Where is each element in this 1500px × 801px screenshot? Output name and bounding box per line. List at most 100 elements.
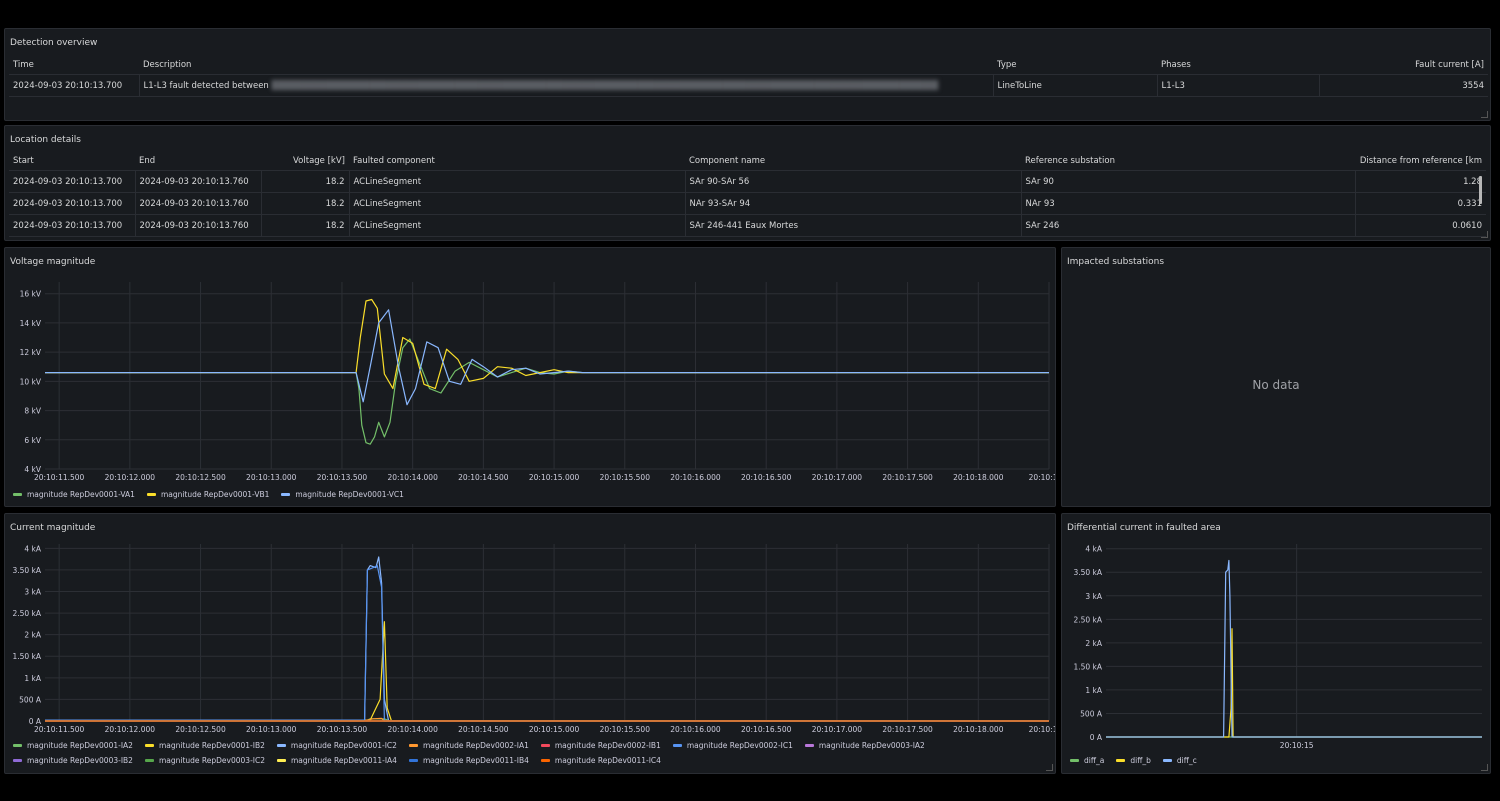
table-row[interactable]: 2024-09-03 20:10:13.700 L1-L3 fault dete… <box>9 74 1488 97</box>
col-start[interactable]: Start <box>9 151 135 171</box>
series-line-1[interactable] <box>1106 628 1482 738</box>
legend-label: magnitude RepDev0002-IA1 <box>422 741 529 750</box>
legend-swatch <box>1162 759 1172 762</box>
panel-title: Impacted substations <box>1067 257 1165 267</box>
col-phases[interactable]: Phases <box>1157 55 1319 75</box>
legend-swatch <box>1070 759 1079 762</box>
legend-label: magnitude RepDev0003-IB2 <box>27 756 133 765</box>
x-tick-label: 20:10:13.500 <box>317 473 368 482</box>
legend-item[interactable]: magnitude RepDev0011-IA4 <box>277 753 397 768</box>
x-tick-label: 20:10:11.500 <box>34 725 85 734</box>
col-distance[interactable]: Distance from reference [km <box>1355 151 1486 171</box>
series-line-1[interactable] <box>45 298 1049 390</box>
voltage-chart[interactable]: 4 kV 6 kV 8 kV 10 kV 12 kV 14 kV 16 kV 20:10:11… <box>5 248 1056 507</box>
table-row[interactable]: 2024-09-03 20:10:13.700 2024-09-03 20:10:… <box>9 192 1486 215</box>
col-reference-substation[interactable]: Reference substation <box>1021 151 1355 171</box>
x-tick-label: 20:10:16.500 <box>741 473 792 482</box>
y-tick-label: 6 kV <box>24 436 41 445</box>
legend-item[interactable]: magnitude RepDev0003-IB2 <box>13 753 133 768</box>
col-type[interactable]: Type <box>993 55 1157 75</box>
detection-overview-panel: Detection overview Time Description Type… <box>4 28 1491 121</box>
x-tick-label: 20:10:17.000 <box>812 473 863 482</box>
cell-reference-substation: SAr 90 <box>1021 170 1356 193</box>
legend-item[interactable]: magnitude RepDev0002-IA1 <box>408 738 529 753</box>
legend-item[interactable]: magnitude RepDev0011-IC4 <box>540 753 661 768</box>
col-end[interactable]: End <box>135 151 261 171</box>
series-line-2[interactable] <box>1106 559 1482 738</box>
cell-end: 2024-09-03 20:10:13.760 <box>135 214 262 237</box>
legend-item[interactable]: diff_b <box>1116 753 1151 768</box>
legend-item[interactable]: magnitude RepDev0001-IA2 <box>13 738 133 753</box>
series-line-5[interactable] <box>45 564 1049 722</box>
series-line-2[interactable] <box>45 309 1049 406</box>
legend-item[interactable]: magnitude RepDev0003-IC2 <box>144 753 265 768</box>
y-tick-label: 0 A <box>1090 733 1103 742</box>
resize-handle[interactable] <box>1481 231 1488 238</box>
legend-item[interactable]: diff_c <box>1162 753 1197 768</box>
y-tick-label: 4 kV <box>24 465 41 474</box>
legend-item[interactable]: magnitude RepDev0001-IB2 <box>144 738 265 753</box>
current-magnitude-panel: Current magnitude 0 A 500 A 1 kA 1.50 kA 2 k… <box>4 513 1056 774</box>
cell-description: L1-L3 fault detected between ███████████… <box>139 74 994 97</box>
x-tick-label: 20:10:18.000 <box>953 725 1004 734</box>
cell-type: LineToLine <box>993 74 1158 97</box>
col-voltage[interactable]: Voltage [kV] <box>261 151 349 171</box>
x-tick-label: 20:10:13.500 <box>317 725 368 734</box>
cell-voltage: 18.2 <box>261 214 350 237</box>
legend-label: magnitude RepDev0001-VC1 <box>295 490 404 499</box>
cell-faulted-component: ACLineSegment <box>349 214 686 237</box>
legend-item[interactable]: magnitude RepDev0001-VA1 <box>13 487 135 502</box>
x-tick-label: 20:10:17.000 <box>812 725 863 734</box>
col-description[interactable]: Description <box>139 55 993 75</box>
table-row[interactable]: 2024-09-03 20:10:13.700 2024-09-03 20:10:… <box>9 170 1486 193</box>
legend-item[interactable]: magnitude RepDev0003-IA2 <box>804 738 925 753</box>
legend-label: magnitude RepDev0001-VB1 <box>160 490 270 499</box>
no-data-message: No data <box>1252 378 1300 392</box>
series-line-1[interactable] <box>45 621 1049 722</box>
description-text: L1-L3 fault detected between <box>143 80 269 91</box>
legend-item[interactable]: magnitude RepDev0001-VC1 <box>281 487 404 502</box>
legend-item[interactable]: magnitude RepDev0001-VB1 <box>146 487 270 502</box>
resize-handle[interactable] <box>1481 111 1488 118</box>
cell-distance: 1.28 <box>1355 170 1486 193</box>
y-tick-label: 3 kA <box>24 587 41 596</box>
cell-time: 2024-09-03 20:10:13.700 <box>9 74 140 97</box>
legend-item[interactable]: diff_a <box>1070 753 1104 768</box>
legend-label: diff_b <box>1130 756 1151 765</box>
differential-chart[interactable]: 0 A 500 A 1 kA 1.50 kA 2 kA 2.50 kA 3 kA 3.50 k… <box>1062 514 1491 774</box>
cell-reference-substation: SAr 246 <box>1021 214 1356 237</box>
table-row[interactable]: 2024-09-03 20:10:13.700 2024-09-03 20:10:… <box>9 214 1486 237</box>
y-tick-label: 14 kV <box>20 319 42 328</box>
col-time[interactable]: Time <box>9 55 139 75</box>
chart-legend: magnitude RepDev0001-VA1 magnitude RepDev… <box>13 487 1043 502</box>
legend-item[interactable]: magnitude RepDev0001-IC2 <box>276 738 397 753</box>
legend-swatch <box>408 759 418 762</box>
x-tick-label: 20:10:16.000 <box>670 725 721 734</box>
x-tick-label: 20:10:11.500 <box>34 473 85 482</box>
x-tick-label: 20:10:18.000 <box>953 473 1004 482</box>
col-fault-current[interactable]: Fault current [A] <box>1319 55 1488 75</box>
series-line-2[interactable] <box>45 556 1049 722</box>
legend-item[interactable]: magnitude RepDev0011-IB4 <box>408 753 529 768</box>
differential-current-panel: Differential current in faulted area 0 A… <box>1061 513 1491 774</box>
resize-handle[interactable] <box>1046 764 1053 771</box>
y-tick-label: 0 A <box>29 717 42 726</box>
current-chart[interactable]: 0 A 500 A 1 kA 1.50 kA 2 kA 2.50 kA 3 kA 3.50 k… <box>5 514 1056 774</box>
x-tick-label: 20:10:14.000 <box>387 725 438 734</box>
cell-reference-substation: NAr 93 <box>1021 192 1356 215</box>
resize-handle[interactable] <box>1481 764 1488 771</box>
legend-item[interactable]: magnitude RepDev0002-IC1 <box>672 738 793 753</box>
x-tick-label: 20:10:16.000 <box>670 473 721 482</box>
legend-swatch <box>13 744 22 747</box>
cell-faulted-component: ACLineSegment <box>349 192 686 215</box>
legend-swatch <box>13 493 22 496</box>
legend-item[interactable]: magnitude RepDev0002-IB1 <box>540 738 661 753</box>
x-tick-label: 20:10:14.500 <box>458 473 509 482</box>
table-scrollbar[interactable] <box>1479 176 1482 204</box>
y-tick-label: 12 kV <box>20 348 42 357</box>
series-line-0[interactable] <box>45 338 1049 445</box>
col-faulted-component[interactable]: Faulted component <box>349 151 685 171</box>
cell-fault-current: 3554 <box>1319 74 1488 97</box>
col-component-name[interactable]: Component name <box>685 151 1021 171</box>
impacted-substations-panel: Impacted substations No data <box>1061 247 1491 507</box>
